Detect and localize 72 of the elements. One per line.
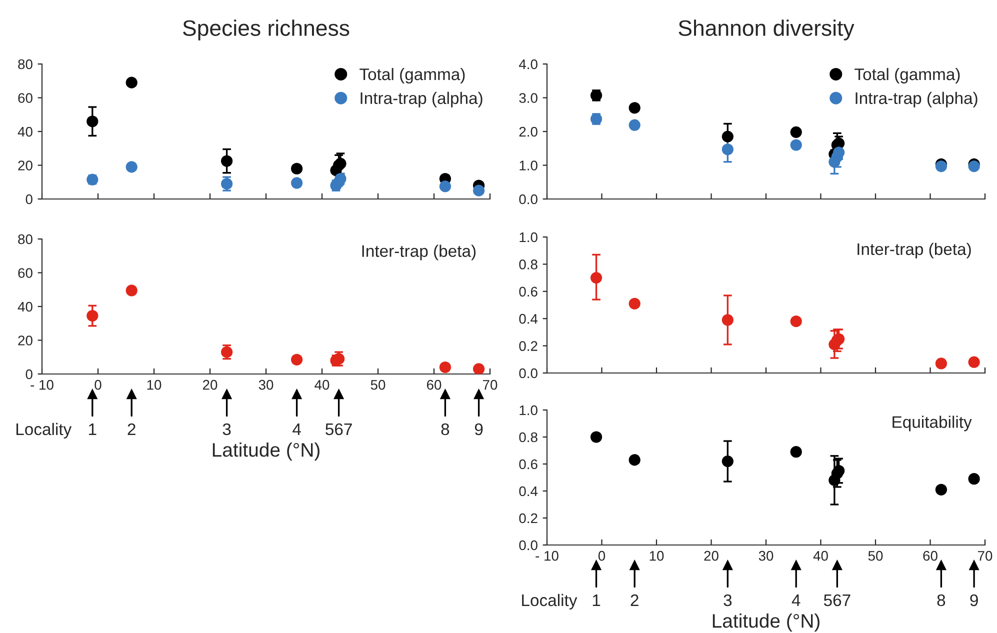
- annotation: 2: [128, 423, 136, 436]
- annotation: 8: [441, 423, 450, 436]
- legend-label: Total (gamma): [854, 68, 960, 84]
- annotation: 8: [937, 594, 946, 606]
- x-tick-label: 70: [482, 380, 498, 390]
- annotation: 3: [724, 594, 732, 606]
- y-tick-label: 20: [18, 336, 32, 346]
- x-axis-title: Latitude (°N): [212, 442, 320, 461]
- y-tick-label: 0: [26, 369, 32, 380]
- y-tick-label: 20: [18, 160, 32, 170]
- y-tick-label: 1.0: [520, 160, 538, 170]
- y-tick-label: 1.0: [520, 232, 538, 242]
- x-tick-label: 10: [147, 380, 162, 390]
- y-tick-label: 1.0: [520, 405, 538, 416]
- annotation: 3: [222, 423, 231, 436]
- x-axis-title: Latitude (°N): [712, 614, 820, 632]
- y-tick-label: 0.2: [519, 513, 538, 524]
- annotation: 2: [630, 594, 638, 606]
- y-tick-label: 0: [26, 194, 32, 204]
- x-tick-label: 50: [370, 380, 386, 390]
- y-tick-label: 80: [18, 234, 32, 244]
- legend-label: Intra-trap (alpha): [360, 92, 482, 108]
- y-tick-label: 3.0: [519, 93, 538, 103]
- y-tick-label: 80: [18, 59, 32, 70]
- y-tick-label: 0.6: [519, 286, 538, 297]
- y-tick-label: 0.6: [519, 459, 538, 470]
- annotation: 4: [292, 424, 301, 436]
- annotation: Inter-trap (beta): [858, 242, 971, 258]
- x-tick-label: 40: [314, 380, 330, 390]
- y-tick-label: 0.4: [519, 314, 538, 324]
- annotation: Equitability: [892, 416, 972, 432]
- x-tick-label: 60: [426, 380, 442, 390]
- x-tick-label: 0: [598, 550, 606, 561]
- annotation: 1: [592, 594, 600, 606]
- x-tick-label: 30: [258, 380, 274, 390]
- x-tick-label: 20: [704, 550, 718, 561]
- y-tick-label: 60: [18, 93, 32, 103]
- y-tick-label: 40: [18, 126, 32, 137]
- x-tick-label: 60: [923, 550, 938, 561]
- y-tick-label: 4.0: [518, 59, 538, 70]
- x-tick-label: - 10: [536, 550, 558, 561]
- legend-label: Intra-trap (alpha): [856, 92, 978, 108]
- y-tick-label: 40: [18, 302, 32, 312]
- x-tick-label: 10: [650, 550, 664, 561]
- y-tick-label: 0.0: [519, 194, 538, 204]
- legend-label: Total (gamma): [360, 68, 465, 84]
- annotation: Inter-trap (beta): [362, 244, 476, 260]
- chart-title: Shannon diversity: [678, 20, 854, 40]
- x-tick-label: - 10: [30, 380, 54, 390]
- text: Locality: [16, 422, 72, 438]
- y-tick-label: 60: [18, 268, 32, 278]
- y-tick-label: 0.0: [519, 540, 538, 550]
- x-tick-label: 40: [813, 550, 828, 561]
- y-tick-label: 0.4: [519, 486, 538, 496]
- y-tick-label: 0.8: [519, 260, 538, 270]
- x-tick-label: 50: [868, 550, 883, 561]
- y-tick-label: 2.0: [519, 126, 538, 137]
- text: Locality: [522, 594, 578, 610]
- x-tick-label: 20: [202, 380, 218, 390]
- x-tick-label: 70: [978, 550, 992, 561]
- x-tick-label: 30: [758, 550, 774, 561]
- x-tick-label: 0: [94, 380, 102, 390]
- y-tick-label: 0.0: [519, 368, 538, 378]
- annotation: 9: [474, 423, 483, 436]
- annotation: 4: [792, 594, 800, 606]
- y-tick-label: 0.2: [519, 341, 538, 351]
- y-tick-label: 0.8: [519, 432, 538, 442]
- chart-title: Species richness: [183, 20, 350, 40]
- annotation: 567: [326, 423, 352, 436]
- annotation: 1: [89, 424, 96, 436]
- annotation: 9: [970, 594, 978, 606]
- annotation: 567: [824, 594, 850, 606]
